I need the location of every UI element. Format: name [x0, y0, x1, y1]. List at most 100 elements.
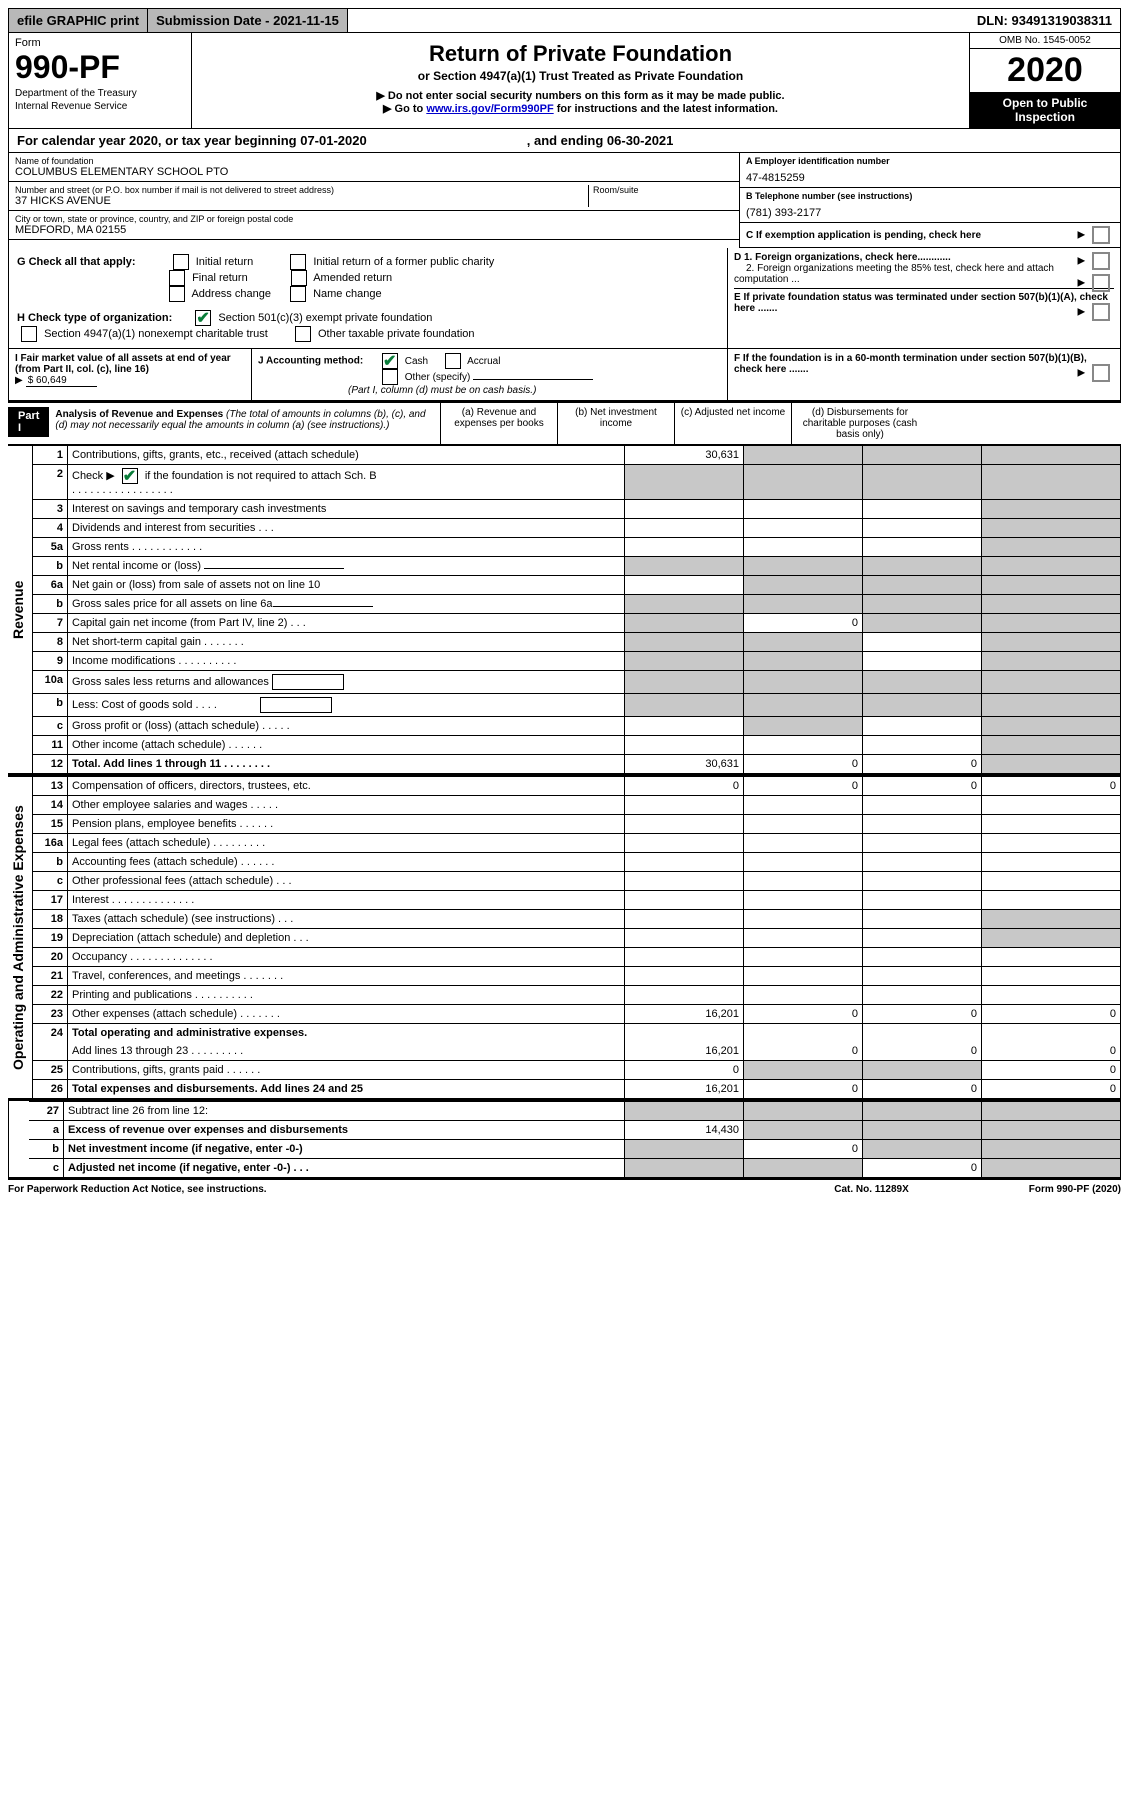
cal-begin: For calendar year 2020, or tax year begi… — [17, 133, 367, 148]
cal-end: , and ending 06-30-2021 — [527, 133, 674, 148]
entity-info: Name of foundationCOLUMBUS ELEMENTARY SC… — [8, 153, 1121, 248]
table-row: 13Compensation of officers, directors, t… — [33, 777, 1121, 796]
table-row: 14Other employee salaries and wages . . … — [33, 796, 1121, 815]
goto-post: for instructions and the latest informat… — [554, 103, 778, 115]
g-opt-4: Address change — [191, 288, 271, 300]
g-opt-0: Initial return — [196, 256, 253, 268]
i-j-f-row: I Fair market value of all assets at end… — [8, 349, 1121, 401]
table-row: 23Other expenses (attach schedule) . . .… — [33, 1005, 1121, 1024]
table-row: 25Contributions, gifts, grants paid . . … — [33, 1061, 1121, 1080]
room-label: Room/suite — [593, 185, 733, 195]
street-address: 37 HICKS AVENUE — [15, 195, 588, 207]
expenses-side-label: Operating and Administrative Expenses — [8, 776, 33, 1099]
table-row: 6aNet gain or (loss) from sale of assets… — [33, 576, 1121, 595]
ssn-warning: ▶ Do not enter social security numbers o… — [198, 89, 963, 102]
501c3-checkbox[interactable] — [195, 310, 211, 326]
revenue-side-label: Revenue — [8, 445, 33, 774]
initial-return-checkbox[interactable] — [173, 254, 189, 270]
table-row: 27Subtract line 26 from line 12: — [29, 1102, 1121, 1121]
table-row: bNet rental income or (loss) — [33, 557, 1121, 576]
table-row: cGross profit or (loss) (attach schedule… — [33, 717, 1121, 736]
g-opt-5: Name change — [313, 288, 382, 300]
table-row: 19Depreciation (attach schedule) and dep… — [33, 929, 1121, 948]
cash-checkbox[interactable] — [382, 353, 398, 369]
tax-year: 2020 — [970, 49, 1120, 92]
table-row: bNet investment income (if negative, ent… — [29, 1140, 1121, 1159]
e-checkbox[interactable] — [1092, 303, 1110, 321]
form-header: Form 990-PF Department of the Treasury I… — [8, 33, 1121, 129]
omb-number: OMB No. 1545-0052 — [970, 33, 1120, 49]
city-label: City or town, state or province, country… — [15, 214, 733, 224]
d2-checkbox[interactable] — [1092, 274, 1110, 292]
table-row: aExcess of revenue over expenses and dis… — [29, 1121, 1121, 1140]
open-public-badge: Open to Public Inspection — [970, 92, 1120, 128]
part1-badge: Part I — [8, 407, 49, 437]
cat-no: Cat. No. 11289X — [834, 1184, 908, 1195]
foundation-name: COLUMBUS ELEMENTARY SCHOOL PTO — [15, 166, 733, 178]
table-row: 7Capital gain net income (from Part IV, … — [33, 614, 1121, 633]
g-opt-1: Initial return of a former public charit… — [313, 256, 494, 268]
schb-checkbox[interactable] — [122, 468, 138, 484]
other-taxable-checkbox[interactable] — [295, 326, 311, 342]
table-row: 5aGross rents . . . . . . . . . . . . — [33, 538, 1121, 557]
j-accrual: Accrual — [467, 356, 500, 367]
revenue-section: Revenue 1Contributions, gifts, grants, e… — [8, 445, 1121, 776]
g-label: G Check all that apply: — [17, 256, 136, 268]
4947-checkbox[interactable] — [21, 326, 37, 342]
page-footer: For Paperwork Reduction Act Notice, see … — [8, 1180, 1121, 1195]
table-row: 20Occupancy . . . . . . . . . . . . . . — [33, 948, 1121, 967]
form-number: 990-PF — [15, 49, 185, 86]
phone-value: (781) 393-2177 — [746, 201, 1114, 219]
col-c-header: (c) Adjusted net income — [674, 403, 791, 444]
table-row: cAdjusted net income (if negative, enter… — [29, 1159, 1121, 1178]
line27-table: 27Subtract line 26 from line 12: aExcess… — [29, 1101, 1121, 1178]
table-row: 21Travel, conferences, and meetings . . … — [33, 967, 1121, 986]
other-method-checkbox[interactable] — [382, 369, 398, 385]
table-row: 18Taxes (attach schedule) (see instructi… — [33, 910, 1121, 929]
table-row: 24Total operating and administrative exp… — [33, 1024, 1121, 1043]
j-cash: Cash — [405, 356, 428, 367]
fmv-value: $ 60,649 — [26, 375, 97, 387]
name-change-checkbox[interactable] — [290, 286, 306, 302]
form-ref: Form 990-PF (2020) — [1029, 1184, 1121, 1195]
department: Department of the Treasury — [15, 88, 185, 99]
col-b-header: (b) Net investment income — [557, 403, 674, 444]
irs-link[interactable]: www.irs.gov/Form990PF — [426, 103, 553, 115]
table-row: bAccounting fees (attach schedule) . . .… — [33, 853, 1121, 872]
table-row: 16aLegal fees (attach schedule) . . . . … — [33, 834, 1121, 853]
amended-return-checkbox[interactable] — [291, 270, 307, 286]
name-label: Name of foundation — [15, 156, 733, 166]
exemption-pending-checkbox[interactable] — [1092, 226, 1110, 244]
accrual-checkbox[interactable] — [445, 353, 461, 369]
final-return-checkbox[interactable] — [169, 270, 185, 286]
j-other: Other (specify) — [405, 372, 471, 383]
f-checkbox[interactable] — [1092, 364, 1110, 382]
table-row: 17Interest . . . . . . . . . . . . . . — [33, 891, 1121, 910]
j-note: (Part I, column (d) must be on cash basi… — [258, 385, 536, 396]
table-row: 22Printing and publications . . . . . . … — [33, 986, 1121, 1005]
address-change-checkbox[interactable] — [169, 286, 185, 302]
table-row: Add lines 13 through 23 . . . . . . . . … — [33, 1042, 1121, 1061]
table-row: 1Contributions, gifts, grants, etc., rec… — [33, 446, 1121, 465]
efile-print-label[interactable]: efile GRAPHIC print — [9, 9, 148, 32]
d1-checkbox[interactable] — [1092, 252, 1110, 270]
table-row: 9Income modifications . . . . . . . . . … — [33, 652, 1121, 671]
section-g-h: G Check all that apply: Initial return I… — [8, 248, 1121, 349]
irs-label: Internal Revenue Service — [15, 101, 185, 112]
initial-former-checkbox[interactable] — [290, 254, 306, 270]
goto-line: ▶ Go to www.irs.gov/Form990PF for instru… — [198, 102, 963, 115]
ein-label: A Employer identification number — [746, 156, 1114, 166]
g-opt-2: Final return — [192, 272, 248, 284]
col-a-header: (a) Revenue and expenses per books — [440, 403, 557, 444]
e-label: E If private foundation status was termi… — [734, 292, 1108, 314]
table-row: cOther professional fees (attach schedul… — [33, 872, 1121, 891]
calendar-year-row: For calendar year 2020, or tax year begi… — [8, 129, 1121, 153]
d2-label: 2. Foreign organizations meeting the 85%… — [734, 263, 1054, 285]
table-row: 3Interest on savings and temporary cash … — [33, 500, 1121, 519]
h-label: H Check type of organization: — [17, 312, 172, 324]
paperwork-notice: For Paperwork Reduction Act Notice, see … — [8, 1184, 267, 1195]
line27-section: 27Subtract line 26 from line 12: aExcess… — [8, 1101, 1121, 1180]
revenue-table: 1Contributions, gifts, grants, etc., rec… — [33, 445, 1121, 774]
exemption-pending-label: C If exemption application is pending, c… — [746, 230, 981, 241]
addr-label: Number and street (or P.O. box number if… — [15, 185, 588, 195]
